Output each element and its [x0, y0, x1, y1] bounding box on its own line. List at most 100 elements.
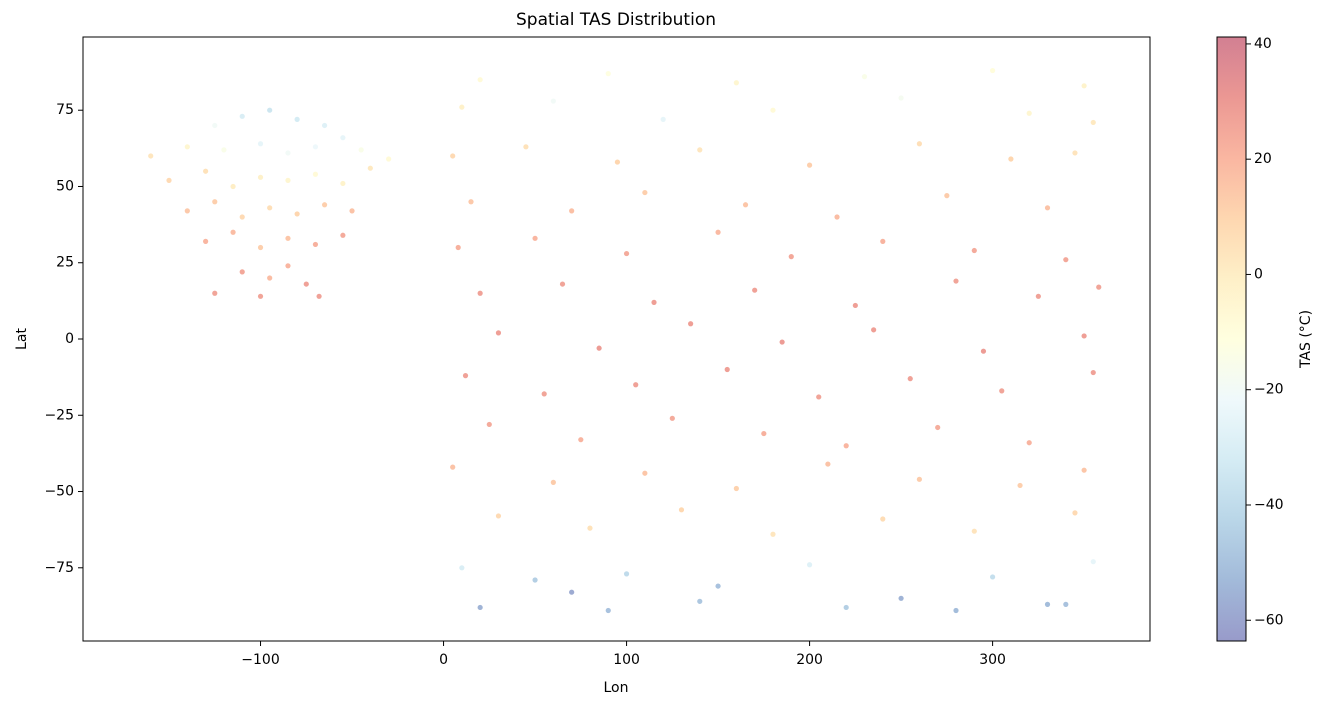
x-axis-label: Lon	[604, 680, 629, 696]
scatter-point	[742, 202, 749, 208]
colorbar-tick-label: −40	[1254, 497, 1284, 513]
scatter-point	[523, 144, 529, 150]
scatter-point	[733, 80, 739, 86]
scatter-point	[788, 254, 794, 260]
scatter-point	[1063, 257, 1069, 263]
scatter-point	[340, 232, 346, 238]
scatter-point	[1081, 467, 1087, 473]
scatter-point	[1044, 205, 1051, 211]
scatter-point	[935, 424, 941, 431]
scatter-point	[980, 348, 987, 354]
scatter-point	[285, 235, 291, 241]
scatter-point	[285, 263, 291, 269]
scatter-point	[825, 461, 831, 467]
scatter-point	[468, 199, 474, 205]
scatter-point	[990, 67, 996, 74]
scatter-point	[715, 583, 721, 589]
scatter-point	[230, 183, 236, 190]
scatter-point	[285, 150, 291, 156]
scatter-point	[184, 144, 190, 150]
scatter-point	[203, 168, 209, 174]
scatter-point	[596, 345, 602, 351]
scatter-point	[642, 189, 648, 196]
scatter-point	[148, 153, 154, 159]
scatter-point	[916, 141, 922, 147]
y-tick-label: 25	[56, 255, 74, 271]
scatter-point	[212, 122, 218, 129]
scatter-point	[569, 208, 575, 214]
scatter-point	[367, 165, 373, 171]
scatter-point	[1090, 369, 1096, 376]
y-tick-label: 0	[65, 331, 74, 347]
scatter-point	[239, 269, 245, 275]
scatter-point	[477, 290, 483, 296]
scatter-point	[312, 144, 319, 150]
scatter-point	[1072, 150, 1078, 156]
scatter-point	[880, 238, 886, 244]
colorbar-label: TAS (°C)	[1298, 310, 1314, 369]
scatter-point	[340, 135, 346, 141]
scatter-point	[898, 95, 904, 101]
scatter-point	[257, 174, 264, 180]
scatter-point	[239, 113, 245, 119]
scatter-point	[861, 74, 868, 80]
scatter-point	[312, 171, 319, 177]
scatter-point	[462, 373, 469, 379]
scatter-point	[806, 562, 813, 568]
scatter-point	[477, 604, 483, 611]
scatter-point	[550, 479, 556, 485]
y-tick-label: −75	[44, 560, 74, 576]
scatter-point	[1026, 110, 1032, 116]
scatter-point	[450, 464, 456, 470]
scatter-point	[871, 327, 877, 333]
scatter-point	[166, 177, 172, 183]
scatter-point	[623, 571, 630, 577]
scatter-point	[532, 235, 538, 241]
y-tick-label: 50	[56, 178, 74, 194]
scatter-point	[303, 281, 309, 287]
scatter-point	[852, 302, 858, 309]
scatter-point	[267, 205, 273, 211]
x-tick-label: 0	[439, 652, 448, 668]
scatter-point	[257, 244, 264, 251]
scatter-point	[999, 388, 1005, 394]
scatter-point	[971, 528, 977, 534]
x-tick-label: 300	[979, 652, 1006, 668]
scatter-point	[203, 238, 209, 244]
scatter-point	[578, 437, 584, 443]
scatter-point	[770, 107, 776, 113]
scatter-point	[642, 470, 648, 476]
scatter-point	[285, 177, 291, 183]
scatter-point	[605, 607, 611, 614]
scatter-point	[1044, 601, 1051, 607]
colorbar-frame	[1216, 36, 1247, 642]
scatter-point	[669, 415, 675, 421]
scatter-point	[834, 214, 840, 220]
scatter-point	[321, 202, 328, 208]
scatter-point	[184, 208, 190, 214]
scatter-point	[688, 321, 694, 327]
scatter-point	[953, 278, 959, 284]
y-axis-label: Lat	[14, 328, 30, 350]
x-tick-label: 200	[796, 652, 823, 668]
scatter-point	[477, 77, 483, 83]
scatter-point	[212, 199, 218, 205]
x-tick-label: 100	[613, 652, 640, 668]
plot-frame	[82, 36, 1151, 642]
scatter-point	[761, 430, 767, 437]
scatter-point	[294, 116, 300, 122]
scatter-point	[715, 229, 721, 235]
scatter-point	[569, 589, 575, 595]
scatter-point	[898, 595, 904, 601]
scatter-point	[697, 598, 703, 604]
scatter-point	[486, 421, 492, 428]
scatter-point	[587, 525, 593, 531]
scatter-point	[1096, 284, 1102, 290]
colorbar-tick-label: −60	[1254, 612, 1284, 628]
scatter-point	[239, 214, 245, 220]
scatter-point	[495, 330, 502, 336]
colorbar-tick-label: 0	[1254, 266, 1263, 282]
scatter-point	[1090, 119, 1096, 126]
colorbar-tick-label: −20	[1254, 382, 1284, 398]
